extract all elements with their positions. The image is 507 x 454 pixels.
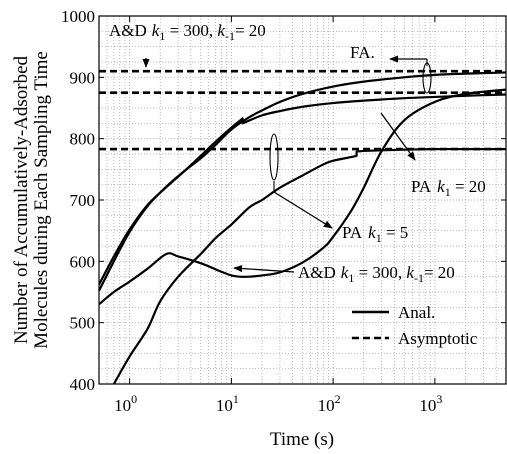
- x-axis-title: Time (s): [270, 429, 334, 450]
- y-tick-label: 400: [70, 375, 96, 394]
- x-ticks: 100 101 102 103: [114, 16, 442, 415]
- y-axis-title-line-1: Number of Accumulatively-Adsorbed: [11, 55, 32, 344]
- y-axis-title-line-2: Molecules during Each Sampling Time: [31, 51, 52, 349]
- y-tick-label: 700: [70, 191, 96, 210]
- y-axis-title: Number of Accumulatively-Adsorbed Molecu…: [11, 51, 52, 349]
- x-tick-label: 100: [114, 392, 137, 415]
- series-line: [99, 88, 506, 306]
- annotation-pa5: PA k1 = 5: [342, 223, 408, 245]
- x-tick-label: 101: [216, 392, 239, 415]
- series-line: [99, 93, 506, 286]
- y-tick-label: 900: [70, 68, 96, 87]
- y-tick-label: 500: [70, 314, 96, 333]
- fa-bracket: [422, 62, 432, 94]
- y-tick-label: 600: [70, 252, 96, 271]
- annotation-ad-top: A&D k1 = 300, k-1= 20: [109, 21, 266, 43]
- annotation-pointers: [142, 55, 432, 273]
- pa20-arrow: [380, 112, 416, 161]
- asymptote-lines: [99, 69, 506, 151]
- series-lines: [99, 71, 506, 384]
- annotation-pa20: PA k1 = 20: [411, 177, 486, 199]
- legend-label-asymptotic: Asymptotic: [398, 329, 478, 348]
- y-tick-label: 1000: [61, 7, 95, 26]
- y-tick-label: 800: [70, 130, 96, 149]
- x-tick-label: 103: [419, 392, 442, 415]
- ad-mid-arrow: [233, 264, 295, 273]
- pa5-bracket: [269, 133, 279, 181]
- series-line: [112, 147, 506, 384]
- x-tick-label: 102: [318, 392, 341, 415]
- annotation-fa: FA.: [350, 43, 375, 62]
- pa5-arrow: [273, 191, 333, 229]
- legend: Anal. Asymptotic: [352, 303, 478, 348]
- annotation-ad-mid: A&D k1 = 300, k-1= 20: [298, 263, 455, 285]
- legend-label-anal: Anal.: [398, 303, 435, 322]
- grid: [99, 16, 506, 384]
- y-ticks: 400 500 600 700 800 900 1000: [61, 7, 506, 394]
